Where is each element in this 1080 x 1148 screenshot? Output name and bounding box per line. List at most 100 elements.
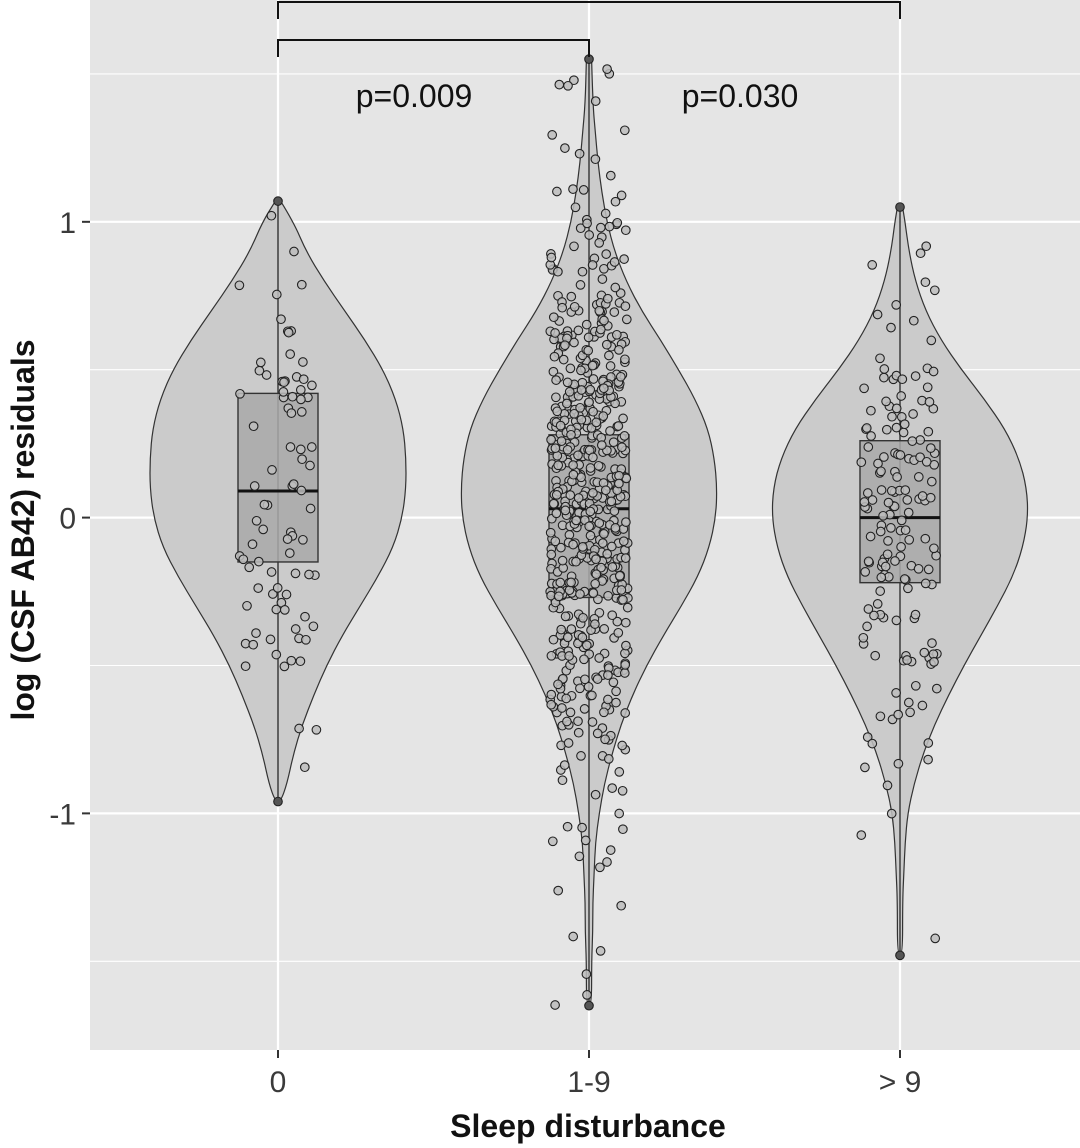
data-point: [602, 64, 612, 74]
data-point: [255, 357, 266, 368]
data-point: [551, 375, 561, 385]
data-point: [617, 740, 628, 751]
data-point: [247, 539, 258, 550]
data-point: [265, 634, 276, 645]
data-point: [285, 442, 296, 452]
data-point: [920, 578, 931, 589]
data-point: [555, 420, 566, 431]
data-point: [290, 568, 301, 579]
data-point: [614, 808, 625, 819]
data-point: [587, 690, 597, 701]
data-point: [600, 485, 611, 496]
data-point: [574, 851, 585, 862]
data-point: [928, 366, 939, 377]
data-point: [272, 583, 283, 593]
data-point: [611, 697, 621, 708]
data-point: [547, 836, 558, 847]
data-point: [891, 688, 901, 698]
data-point: [620, 354, 630, 365]
data-point: [561, 693, 572, 704]
data-point: [294, 723, 304, 734]
data-point: [545, 527, 556, 538]
data-point: [620, 301, 631, 312]
data-point: [573, 450, 583, 461]
data-point: [287, 391, 298, 402]
data-point: [610, 523, 621, 533]
data-point: [574, 148, 585, 159]
data-point: [903, 507, 914, 518]
data-point: [569, 241, 579, 252]
data-point: [580, 674, 590, 685]
data-point: [900, 525, 911, 535]
data-point: [620, 617, 631, 628]
data-point: [863, 604, 874, 614]
data-point: [553, 460, 564, 471]
y-tick-layer: -1 0 1: [49, 207, 90, 831]
data-point: [234, 280, 245, 291]
data-point: [599, 707, 609, 718]
data-point: [575, 683, 585, 694]
data-point: [566, 624, 577, 634]
data-point: [570, 202, 581, 213]
y-tick-label: -1: [49, 798, 76, 831]
data-point: [883, 497, 894, 508]
data-point: [866, 431, 876, 441]
data-point: [555, 577, 566, 588]
x-tick-label: 0: [270, 1066, 287, 1099]
data-point: [910, 609, 921, 620]
data-point: [556, 436, 567, 446]
data-point: [886, 808, 897, 819]
data-point: [577, 542, 588, 552]
data-point: [565, 490, 576, 500]
data-point: [595, 222, 606, 233]
data-point: [618, 824, 628, 835]
data-point: [306, 442, 317, 452]
data-point: [553, 266, 563, 277]
data-point: [608, 677, 619, 688]
data-point: [603, 670, 613, 680]
data-point: [588, 406, 598, 417]
data-point: [576, 385, 587, 395]
data-point: [580, 835, 591, 846]
data-point: [578, 185, 589, 195]
data-point: [577, 632, 588, 643]
data-point: [282, 534, 293, 544]
data-point: [856, 457, 867, 468]
data-point: [551, 490, 562, 500]
data-point: [583, 332, 594, 343]
data-point: [251, 515, 262, 526]
data-point: [923, 564, 934, 575]
data-point: [546, 252, 557, 263]
data-point: [305, 503, 316, 514]
data-point: [886, 523, 896, 533]
data-point: [582, 990, 592, 1000]
data-point: [590, 578, 601, 589]
data-point: [573, 716, 583, 727]
data-point: [591, 569, 602, 580]
data-point: [856, 830, 867, 840]
data-point: [619, 254, 629, 264]
data-point: [592, 674, 603, 684]
data-point: [872, 599, 883, 609]
data-point: [920, 533, 931, 544]
data-point: [290, 624, 301, 634]
data-point: [619, 125, 630, 136]
data-point: [605, 845, 616, 855]
data-point: [913, 472, 924, 482]
data-point: [610, 196, 621, 207]
data-point: [621, 314, 632, 325]
data-point: [563, 738, 574, 748]
data-point: [288, 479, 299, 489]
data-point: [929, 285, 940, 296]
data-point: [591, 554, 601, 565]
data-point: [550, 536, 561, 547]
data-point: [584, 230, 595, 240]
data-point: [298, 357, 308, 367]
data-point: [590, 789, 601, 800]
data-point: [240, 661, 251, 672]
data-point: [910, 680, 921, 691]
data-point: [595, 862, 605, 873]
data-point: [863, 442, 874, 452]
data-point: [867, 738, 878, 749]
data-point: [253, 556, 264, 567]
